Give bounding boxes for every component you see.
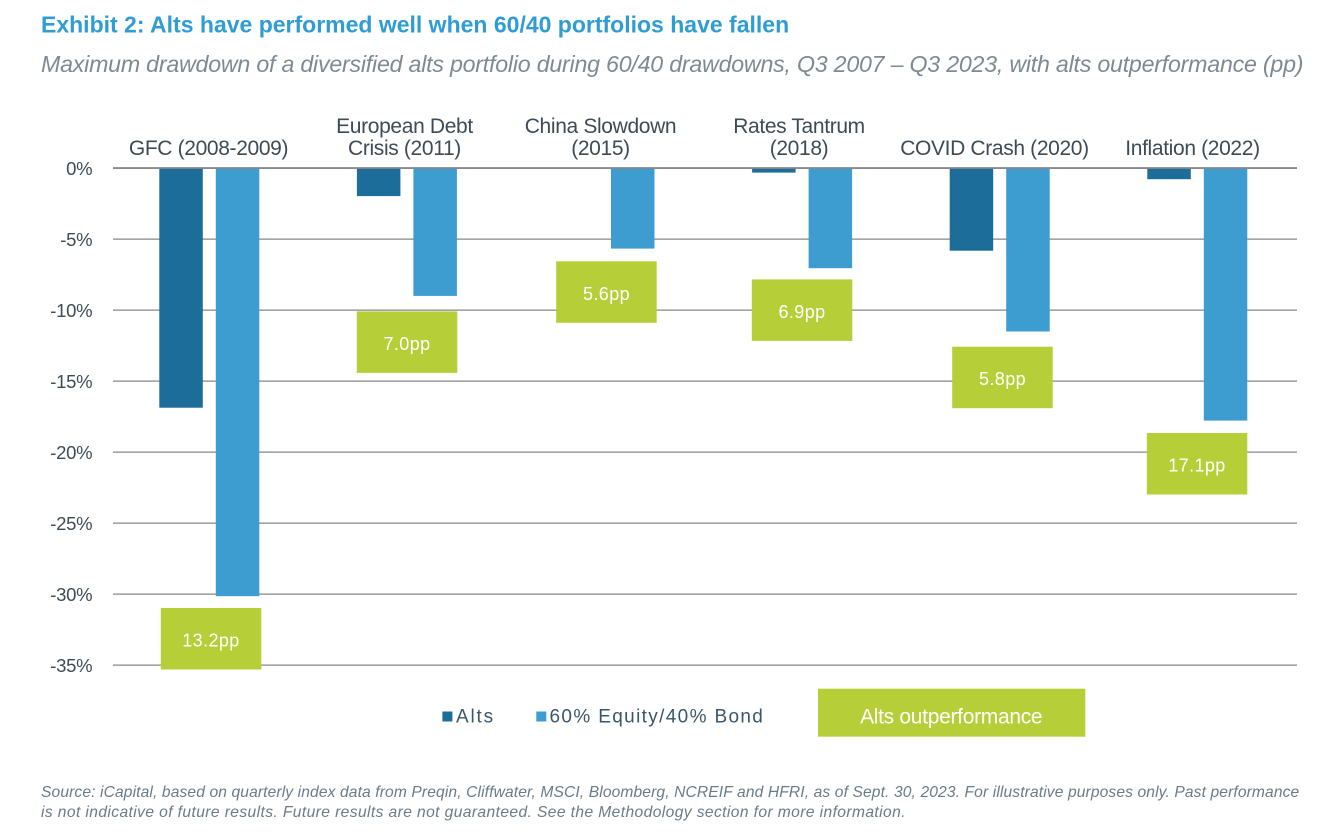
svg-text:-15%: -15% [50, 371, 92, 392]
svg-text:GFC (2008-2009): GFC (2008-2009) [129, 137, 288, 160]
svg-text:17.1pp: 17.1pp [1168, 456, 1225, 476]
svg-text:Alts: Alts [456, 707, 495, 728]
svg-text:-35%: -35% [50, 655, 92, 676]
svg-text:6.9pp: 6.9pp [778, 302, 825, 322]
svg-text:0%: 0% [66, 158, 92, 179]
svg-text:COVID Crash (2020): COVID Crash (2020) [900, 137, 1089, 160]
svg-text:7.0pp: 7.0pp [383, 334, 430, 354]
svg-text:-30%: -30% [50, 584, 92, 605]
svg-text:60% Equity/40% Bond: 60% Equity/40% Bond [550, 707, 765, 728]
svg-text:Alts outperformance: Alts outperformance [860, 705, 1042, 728]
svg-text:Exhibit 2: Alts have performed: Exhibit 2: Alts have performed well when… [41, 12, 789, 38]
svg-text:Source: iCapital, based on qua: Source: iCapital, based on quarterly ind… [41, 784, 1300, 801]
svg-text:5.8pp: 5.8pp [979, 369, 1026, 389]
svg-text:-10%: -10% [50, 300, 92, 321]
svg-text:Maximum drawdown of a diversif: Maximum drawdown of a diversified alts p… [41, 51, 1303, 77]
svg-text:13.2pp: 13.2pp [182, 631, 239, 651]
svg-text:-5%: -5% [60, 229, 92, 250]
svg-text:Rates Tantrum: Rates Tantrum [733, 115, 865, 138]
svg-text:European Debt: European Debt [336, 115, 473, 138]
svg-text:is not indicative of future re: is not indicative of future results. Fut… [41, 804, 906, 821]
svg-text:5.6pp: 5.6pp [583, 284, 630, 304]
svg-text:Inflation (2022): Inflation (2022) [1125, 137, 1260, 160]
svg-text:China Slowdown: China Slowdown [525, 115, 677, 138]
svg-text:(2015): (2015) [571, 137, 630, 160]
svg-text:-20%: -20% [50, 442, 92, 463]
svg-text:Crisis (2011): Crisis (2011) [348, 137, 461, 160]
svg-text:(2018): (2018) [770, 137, 829, 160]
svg-text:-25%: -25% [50, 513, 92, 534]
